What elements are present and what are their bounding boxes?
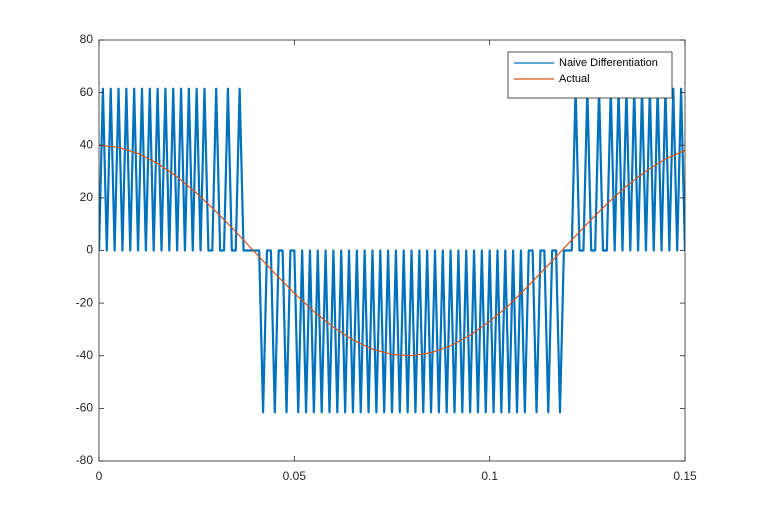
legend-box	[507, 51, 673, 99]
x-tick-label: 0.05	[283, 469, 307, 483]
y-tick-label: 40	[80, 137, 94, 151]
y-tick-label: 60	[80, 85, 94, 99]
y-tick-label: -60	[76, 401, 94, 415]
x-tick-label: 0	[96, 469, 103, 483]
y-tick-label: 20	[80, 190, 94, 204]
legend: Naive Differentiation Actual	[507, 51, 673, 99]
x-tick-label: 0.1	[481, 469, 498, 483]
y-tick-label: 0	[86, 243, 93, 257]
legend-label: Naive Differentiation	[559, 57, 658, 69]
y-tick-label: 80	[80, 32, 94, 46]
legend-label: Actual	[559, 73, 590, 85]
y-tick-label: -40	[76, 348, 94, 362]
y-tick-label: -80	[76, 453, 94, 467]
series-line	[99, 144, 685, 357]
y-tick-label: -20	[76, 295, 94, 309]
x-tick-label: 0.15	[673, 469, 697, 483]
